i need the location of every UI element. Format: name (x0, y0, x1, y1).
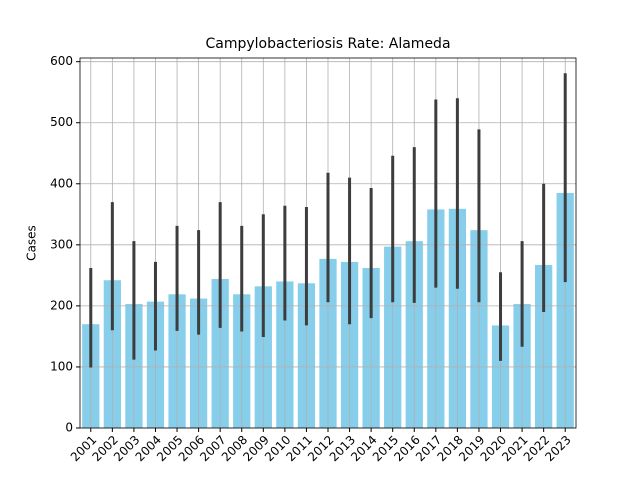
y-tick-label: 300 (50, 237, 73, 251)
chart-title: Campylobacteriosis Rate: Alameda (205, 36, 450, 52)
y-tick-label: 200 (50, 298, 73, 312)
y-axis-label: Cases (25, 225, 39, 261)
x-axis-label: Year (314, 479, 340, 480)
plot-frame (79, 57, 577, 429)
y-tick-label: 100 (50, 359, 73, 373)
y-tick-label: 600 (50, 54, 73, 68)
y-tick-label: 400 (50, 176, 73, 190)
y-tick-label: 0 (65, 421, 73, 435)
y-tick-label: 500 (50, 115, 73, 129)
